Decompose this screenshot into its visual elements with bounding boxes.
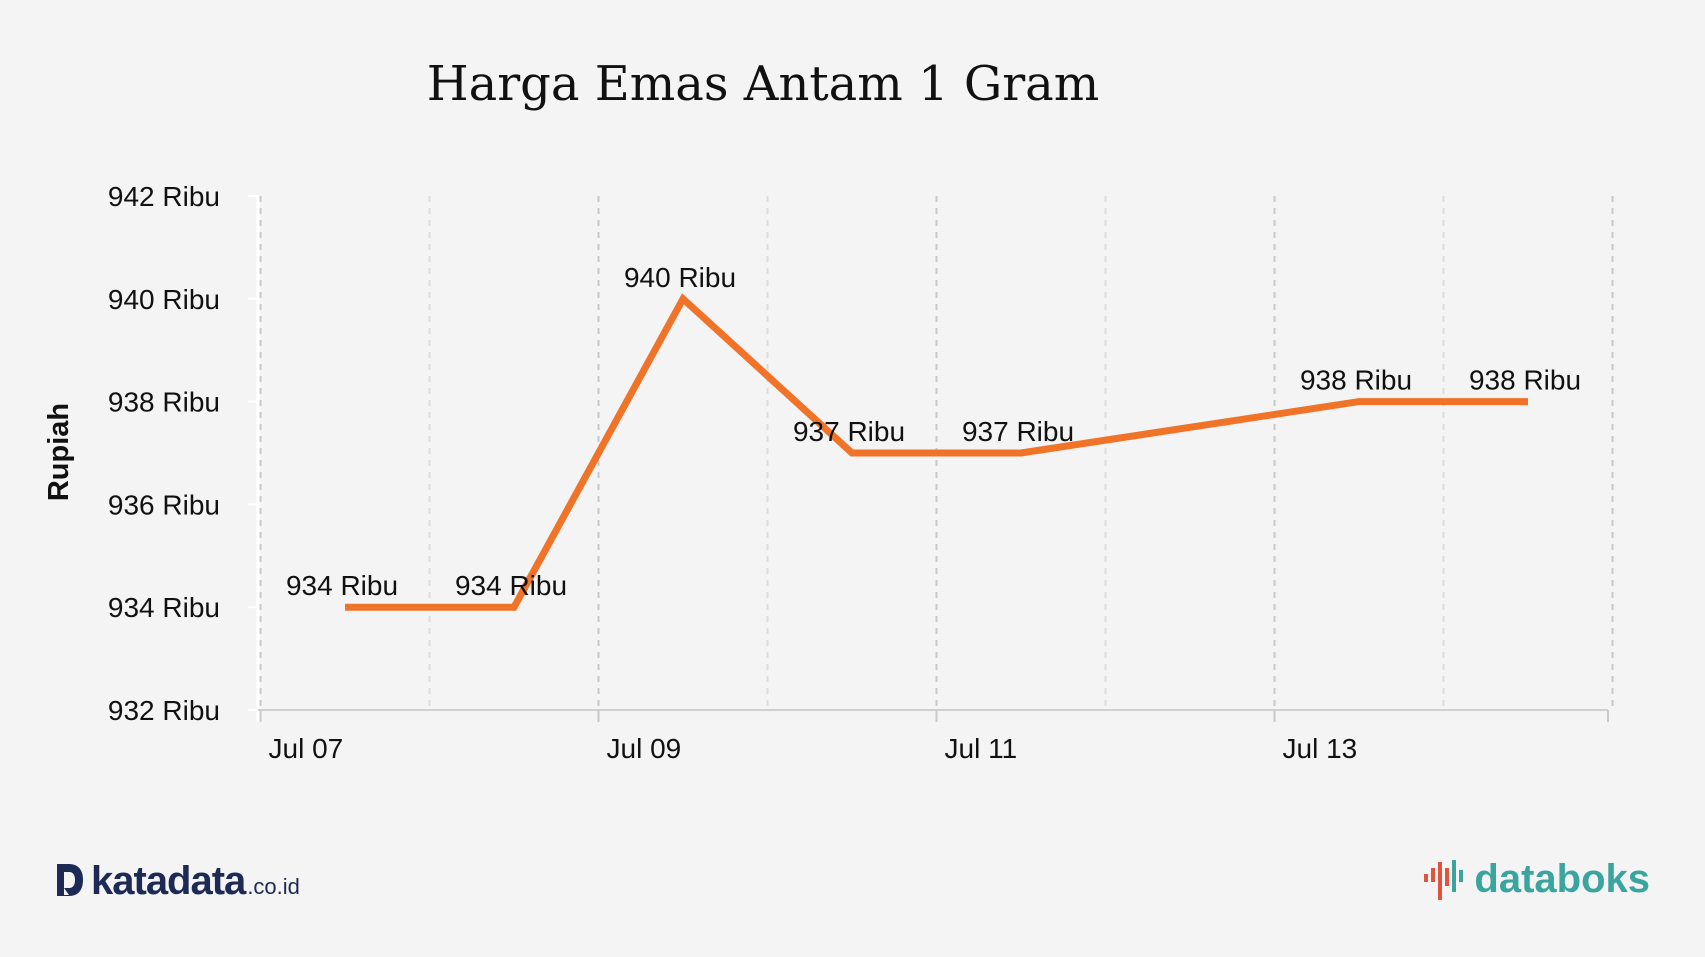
chart-title: Harga Emas Antam 1 Gram [427, 56, 1100, 112]
katadata-logo: katadata .co.id [55, 858, 300, 904]
data-label: 940 Ribu [624, 262, 736, 293]
data-label: 937 Ribu [962, 416, 1074, 447]
y-axis-title: Rupiah [43, 403, 75, 501]
databoks-logo-icon [1424, 860, 1464, 900]
katadata-wordmark: katadata [91, 859, 246, 903]
y-tick-label: 934 Ribu [108, 592, 220, 623]
data-label: 934 Ribu [286, 570, 398, 601]
data-label: 937 Ribu [793, 416, 905, 447]
x-tick-label: Jul 13 [1283, 733, 1358, 764]
x-tick-label: Jul 11 [945, 733, 1018, 764]
databoks-logo: databoks [1422, 856, 1650, 902]
y-tick-label: 932 Ribu [108, 695, 220, 726]
data-label: 938 Ribu [1300, 365, 1412, 396]
katadata-logo-icon [57, 864, 83, 896]
y-tick-label: 942 Ribu [108, 181, 220, 212]
series [345, 293, 1528, 611]
y-tick-label: 936 Ribu [108, 489, 220, 520]
axes: 932 Ribu 934 Ribu 936 Ribu 938 Ribu 940 Ribu… [108, 181, 1609, 764]
data-labels: 934 Ribu 934 Ribu 940 Ribu 937 Ribu 937 Ribu… [286, 262, 1581, 601]
data-label: 934 Ribu [455, 570, 567, 601]
series-line [345, 293, 1528, 611]
data-label: 938 Ribu [1469, 365, 1581, 396]
x-tick-label: Jul 07 [269, 733, 344, 764]
databoks-wordmark: databoks [1474, 856, 1650, 901]
y-tick-label: 940 Ribu [108, 284, 220, 315]
y-tick-label: 938 Ribu [108, 387, 220, 418]
katadata-domain: .co.id [247, 874, 300, 899]
x-tick-label: Jul 09 [607, 733, 682, 764]
